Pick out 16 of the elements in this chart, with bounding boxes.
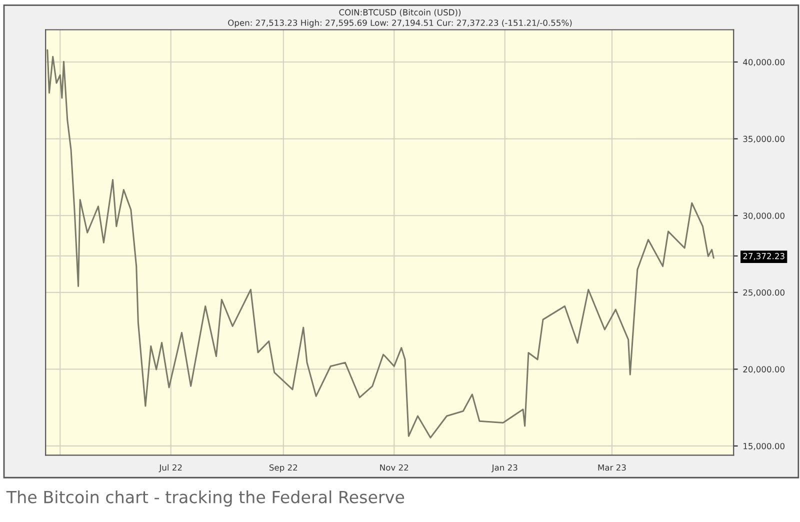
y-tick-label: 30,000.00: [743, 212, 784, 220]
x-tick-label: Nov 22: [380, 464, 408, 471]
x-tick-label: Jan 23: [491, 464, 518, 472]
y-tick-label: 40,000.00: [743, 58, 784, 66]
text: The Bitcoin chart - tracking the Federal Reserve: [6, 490, 404, 507]
chart-title: COIN:BTCUSD (Bitcoin (USD)): [339, 9, 461, 16]
x-tick-label: Sep 22: [269, 464, 298, 472]
y-tick-label: 35,000.00: [743, 136, 784, 143]
y-tick-label: 20,000.00: [743, 366, 784, 374]
line-series: [46, 49, 714, 438]
y-tick-label: 25,000.00: [743, 289, 784, 297]
y-tick-label: 27,372.23: [743, 252, 784, 260]
y-tick-label: 15,000.00: [744, 442, 784, 450]
chart-subtitle: Open: 27,513.23 High: 27,595.69 Low: 27,194.51 Cur: 27,372.23 (-151.21/-0.55%): [228, 19, 572, 28]
x-tick-label: Jul 22: [158, 464, 182, 472]
x-tick-label: Mar 23: [598, 464, 626, 471]
